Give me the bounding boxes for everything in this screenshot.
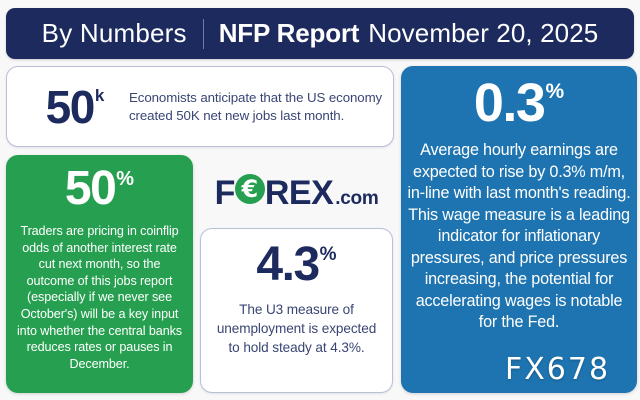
stat-unit-jobs: k [94,85,105,105]
stat-number-jobs: 50 k [46,84,105,130]
forex-logo-f: F [214,174,236,212]
page-title: NFP Report [218,18,360,48]
forex-logo-rex: REX [264,174,334,212]
stat-card-rate-cut: 50% Traders are pricing in coinflip odds… [6,155,193,393]
stat-unit-rate-cut: % [116,168,135,190]
stat-number-rate-cut-text: 50 [64,162,117,215]
header-content: By Numbers NFP Report November 20, 2025 [42,18,599,49]
header-divider [202,18,204,49]
forex-logo-wordmark: F € REX .com [215,174,379,210]
stat-number-unemployment: 4.3% [256,241,336,289]
header-bar: By Numbers NFP Report November 20, 2025 [6,8,634,59]
stat-unit-unemployment: % [319,244,337,265]
stat-unit-earnings: % [545,80,565,103]
stat-number-unemployment-text: 4.3 [256,238,320,291]
euro-circle-icon: € [234,174,265,204]
header-eyebrow: By Numbers [41,18,187,48]
stat-number-rate-cut: 50% [65,165,134,213]
stat-number-earnings: 0.3% [474,76,564,130]
forex-logo-tld: .com [335,188,379,209]
stat-description-jobs: Economists anticipate that the US econom… [129,89,383,123]
stat-card-unemployment: 4.3% The U3 measure of unemployment is e… [200,228,393,393]
forex-logo: F € REX .com [200,166,393,218]
stat-value-jobs: 50 k [21,84,129,130]
stat-description-earnings: Average hourly earnings are expected to … [407,141,631,332]
stat-description-unemployment: The U3 measure of unemployment is expect… [216,302,377,355]
euro-circle-disc [234,174,265,204]
stat-card-earnings: 0.3% Average hourly earnings are expecte… [401,66,637,393]
stat-number-jobs-text: 50 [45,80,96,133]
stat-card-jobs: 50 k Economists anticipate that the US ec… [6,66,394,147]
stat-description-rate-cut: Traders are pricing in coinflip odds of … [16,224,183,371]
stat-number-earnings-text: 0.3 [473,73,546,133]
report-date: November 20, 2025 [368,18,599,48]
euro-symbol: € [241,175,259,203]
